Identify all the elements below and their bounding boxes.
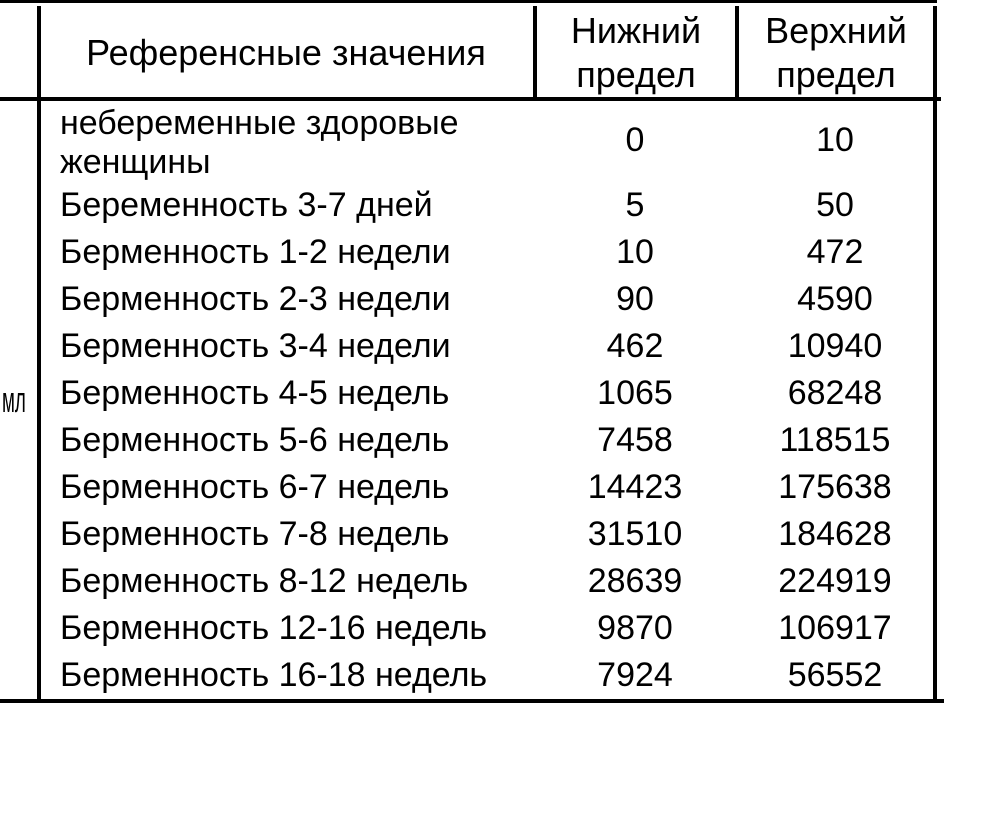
table-row: Берменность 4-5 недель 1065 68248 — [41, 370, 935, 417]
table-body: небеременные здоровые женщины 0 10 Берем… — [41, 101, 935, 699]
table-row: Берменность 16-18 недель 7924 56552 — [41, 652, 935, 699]
row-label: Берменность 2-3 недели — [60, 280, 451, 318]
row-lower-value: 7458 — [597, 421, 673, 459]
row-upper-value: 472 — [806, 233, 864, 271]
row-upper-value: 10 — [816, 121, 854, 159]
column-header-lower-limit: Нижний предел — [570, 10, 702, 95]
row-upper-value: 68248 — [787, 374, 883, 412]
row-label: Берменность 1-2 недели — [60, 233, 451, 271]
row-upper-value: 224919 — [778, 562, 892, 600]
row-lower-value: 9870 — [597, 609, 673, 647]
row-label: Берменность 3-4 недели — [60, 327, 451, 365]
column-header-upper-limit: Верхний предел — [765, 10, 907, 95]
row-lower-value: 90 — [616, 280, 654, 318]
row-upper-value: 118515 — [779, 421, 891, 459]
row-label: Берменность 5-6 недель — [60, 421, 450, 459]
row-label: Беременность 3-7 дней — [60, 186, 433, 224]
row-upper-value: 4590 — [797, 280, 873, 318]
table-left-column-border — [37, 6, 41, 703]
row-upper-value: 10940 — [787, 327, 883, 365]
table-row: Берменность 5-6 недель 7458 118515 — [41, 417, 935, 464]
row-lower-value: 462 — [606, 327, 664, 365]
row-lower-value: 31510 — [587, 515, 683, 553]
row-lower-value: 14423 — [587, 468, 683, 506]
table-row: Беременность 3-7 дней 5 50 — [41, 182, 935, 229]
header-divider-reference-lower — [533, 6, 537, 101]
row-label: небеременные здоровые женщины — [60, 104, 459, 181]
row-label: Берменность 4-5 недель — [60, 374, 450, 412]
table-header-separator — [0, 97, 941, 101]
row-upper-value: 50 — [816, 186, 854, 224]
row-lower-value: 28639 — [587, 562, 683, 600]
table-row: Берменность 7-8 недель 31510 184628 — [41, 511, 935, 558]
table-row: Берменность 2-3 недели 90 4590 — [41, 276, 935, 323]
row-lower-value: 7924 — [597, 656, 673, 694]
table-row: Берменность 1-2 недели 10 472 — [41, 229, 935, 276]
column-header-reference-values: Референсные значения — [86, 32, 486, 73]
row-label: Берменность 12-16 недель — [60, 609, 488, 647]
table-row: небеременные здоровые женщины 0 10 — [41, 101, 935, 182]
table-top-border — [0, 0, 937, 3]
table-row: Берменность 6-7 недель 14423 175638 — [41, 464, 935, 511]
row-upper-value: 175638 — [778, 468, 892, 506]
row-label: Берменность 16-18 недель — [60, 656, 488, 694]
table-right-border — [933, 6, 937, 703]
row-lower-value: 1065 — [597, 374, 673, 412]
table-row: Берменность 12-16 недель 9870 106917 — [41, 605, 935, 652]
row-label: Берменность 7-8 недель — [60, 515, 450, 553]
table-row: Берменность 3-4 недели 462 10940 — [41, 323, 935, 370]
row-lower-value: 5 — [625, 186, 645, 224]
row-upper-value: 106917 — [778, 609, 892, 647]
row-label: Берменность 6-7 недель — [60, 468, 450, 506]
row-upper-value: 56552 — [787, 656, 883, 694]
row-lower-value: 0 — [625, 121, 645, 159]
table-bottom-border — [0, 699, 944, 703]
row-label: Берменность 8-12 недель — [60, 562, 469, 600]
row-lower-value: 10 — [616, 233, 654, 271]
table-row: Берменность 8-12 недель 28639 224919 — [41, 558, 935, 605]
unit-label: мл — [2, 379, 26, 420]
header-divider-lower-upper — [735, 6, 739, 101]
row-upper-value: 184628 — [778, 515, 892, 553]
